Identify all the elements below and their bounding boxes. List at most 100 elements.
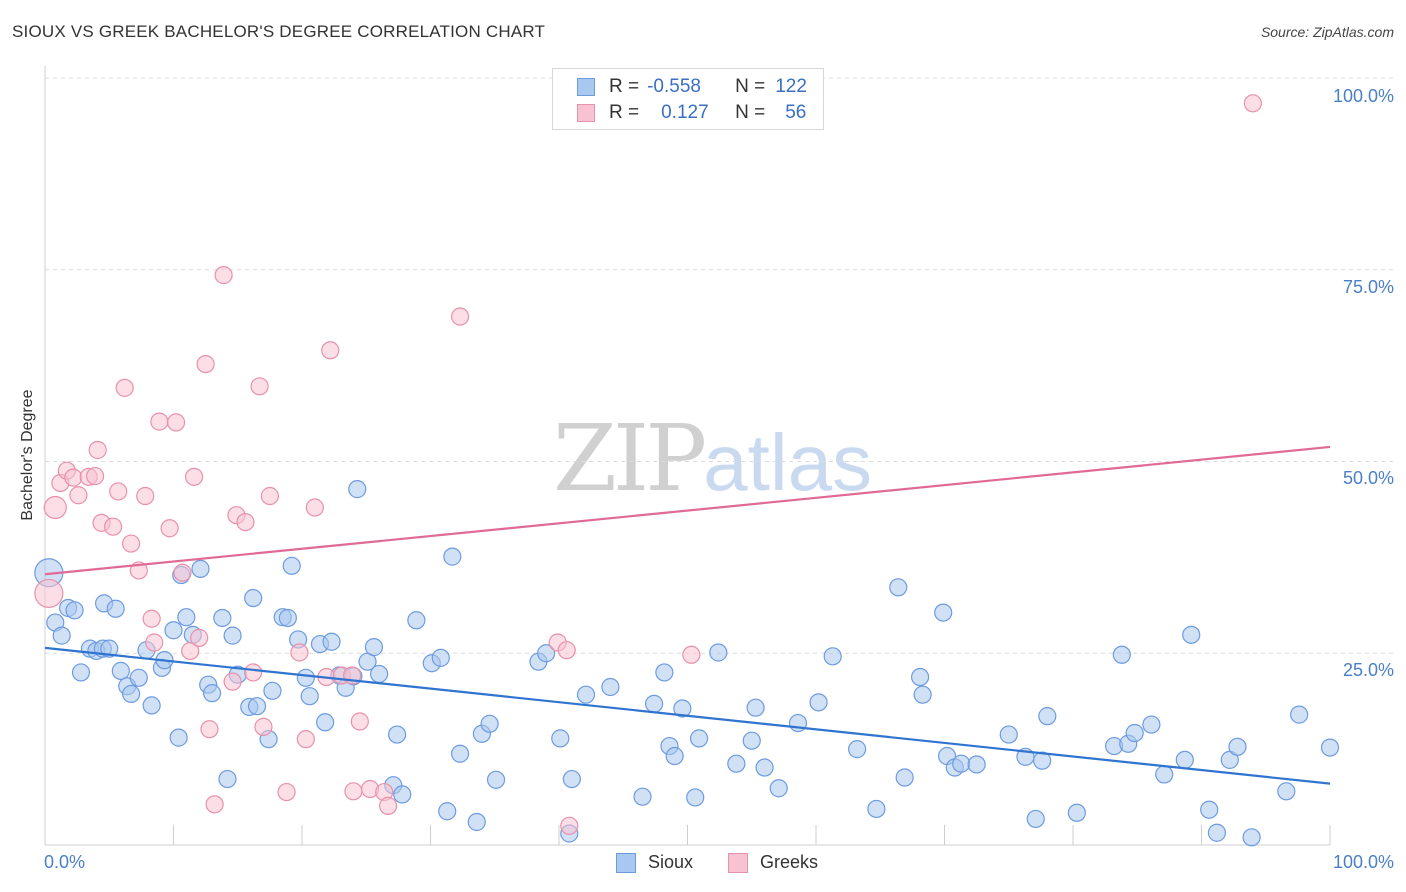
greeks-point	[305, 498, 324, 517]
series-legend: Sioux Greeks	[0, 852, 1406, 878]
watermark-atlas: atlas	[703, 418, 873, 507]
sioux-point	[169, 728, 188, 747]
legend-item-greeks[interactable]: Greeks	[728, 852, 818, 873]
sioux-trend-line	[44, 646, 1331, 785]
sioux-point	[486, 770, 506, 789]
sioux-point	[665, 746, 684, 766]
greeks-point	[205, 795, 224, 814]
sioux-point	[177, 608, 196, 627]
sioux-point	[867, 799, 886, 819]
sioux-point	[65, 601, 84, 620]
sioux-point	[316, 713, 335, 732]
greeks-point	[150, 412, 169, 431]
greeks-point	[250, 377, 269, 396]
sioux-point	[1242, 828, 1261, 847]
sioux-point	[1228, 737, 1247, 756]
sioux-point	[52, 626, 71, 645]
sioux-point	[364, 638, 384, 657]
legend-r-value: -0.558	[647, 76, 701, 97]
sioux-point	[537, 644, 556, 663]
legend-n-label: N =	[735, 76, 766, 97]
sioux-point	[480, 714, 499, 733]
legend-n-label: N =	[735, 102, 766, 123]
sioux-point	[111, 661, 130, 680]
sioux-point	[848, 740, 867, 759]
legend-n-value: 56	[785, 102, 807, 123]
sioux-point	[100, 639, 119, 658]
sioux-point	[278, 608, 297, 628]
x-tick-label-0: 0.0%	[44, 852, 86, 872]
greeks-point	[350, 712, 369, 731]
greeks-point	[254, 717, 273, 736]
greeks-point	[69, 486, 88, 505]
legend-row-greeks: R = 0.127 N = 56	[577, 101, 806, 125]
correlation-legend: R = -0.558 N = 122 R = 0.127 N = 56	[552, 68, 824, 130]
sioux-point	[686, 788, 705, 807]
sioux-point	[213, 608, 232, 628]
greeks-swatch	[577, 104, 595, 122]
sioux-point	[769, 779, 788, 798]
sioux-point	[322, 632, 341, 651]
greeks-legend-label: Greeks	[760, 852, 819, 872]
greeks-point	[166, 413, 186, 432]
greeks-point	[190, 628, 209, 648]
greeks-point	[88, 440, 107, 460]
greeks-point	[214, 266, 233, 285]
greeks-point	[43, 495, 67, 520]
sioux-point	[1277, 782, 1296, 801]
greeks-point	[104, 517, 123, 536]
sioux-point	[121, 684, 141, 704]
sioux-point	[1125, 723, 1144, 743]
greeks-point	[121, 534, 141, 553]
legend-r-value: 0.127	[661, 102, 709, 123]
sioux-point	[348, 480, 367, 499]
y-tick-label-50: 50.0%	[1342, 468, 1394, 488]
sioux-point	[1200, 800, 1219, 819]
sioux-point	[244, 588, 263, 608]
legend-row-sioux: R = -0.558 N = 122	[577, 75, 807, 99]
sioux-point	[644, 694, 664, 713]
greeks-point	[160, 519, 179, 538]
sioux-point	[191, 559, 210, 578]
greeks-point	[244, 663, 263, 682]
sioux-point	[1067, 803, 1086, 822]
sioux-point	[655, 663, 674, 682]
sioux-point	[71, 663, 91, 682]
sioux-point	[1112, 645, 1131, 664]
greeks-point	[450, 307, 470, 326]
greeks-point	[277, 782, 296, 802]
sioux-point	[370, 664, 389, 684]
sioux-point	[387, 725, 407, 744]
legend-item-sioux[interactable]: Sioux	[616, 852, 693, 873]
sioux-point	[551, 729, 570, 748]
sioux-point	[1142, 715, 1161, 734]
greeks-point	[560, 816, 579, 835]
sioux-point	[823, 647, 842, 666]
sioux-point	[934, 603, 953, 622]
sioux-legend-swatch	[616, 852, 636, 873]
sioux-point	[164, 621, 183, 640]
watermark-zip: ZIP	[553, 405, 707, 512]
sioux-point	[633, 787, 652, 806]
greeks-point	[321, 341, 340, 360]
sioux-point	[755, 758, 774, 777]
greeks-point	[236, 512, 255, 532]
sioux-point	[601, 677, 620, 697]
sioux-point	[1182, 625, 1201, 644]
sioux-point	[263, 681, 282, 700]
greeks-point	[184, 467, 204, 486]
greeks-point	[1243, 94, 1263, 113]
sioux-point	[673, 699, 692, 718]
sioux-point	[450, 744, 470, 763]
sioux-point	[1026, 809, 1045, 829]
sioux-point	[967, 755, 986, 774]
source-label: Source: ZipAtlas.com	[1260, 24, 1394, 40]
sioux-point	[952, 754, 971, 773]
sioux-point	[218, 769, 237, 789]
sioux-point	[889, 578, 908, 597]
sioux-point	[689, 729, 709, 748]
sioux-legend-label: Sioux	[648, 852, 694, 872]
sioux-point	[300, 687, 319, 706]
sioux-point	[1207, 823, 1227, 842]
